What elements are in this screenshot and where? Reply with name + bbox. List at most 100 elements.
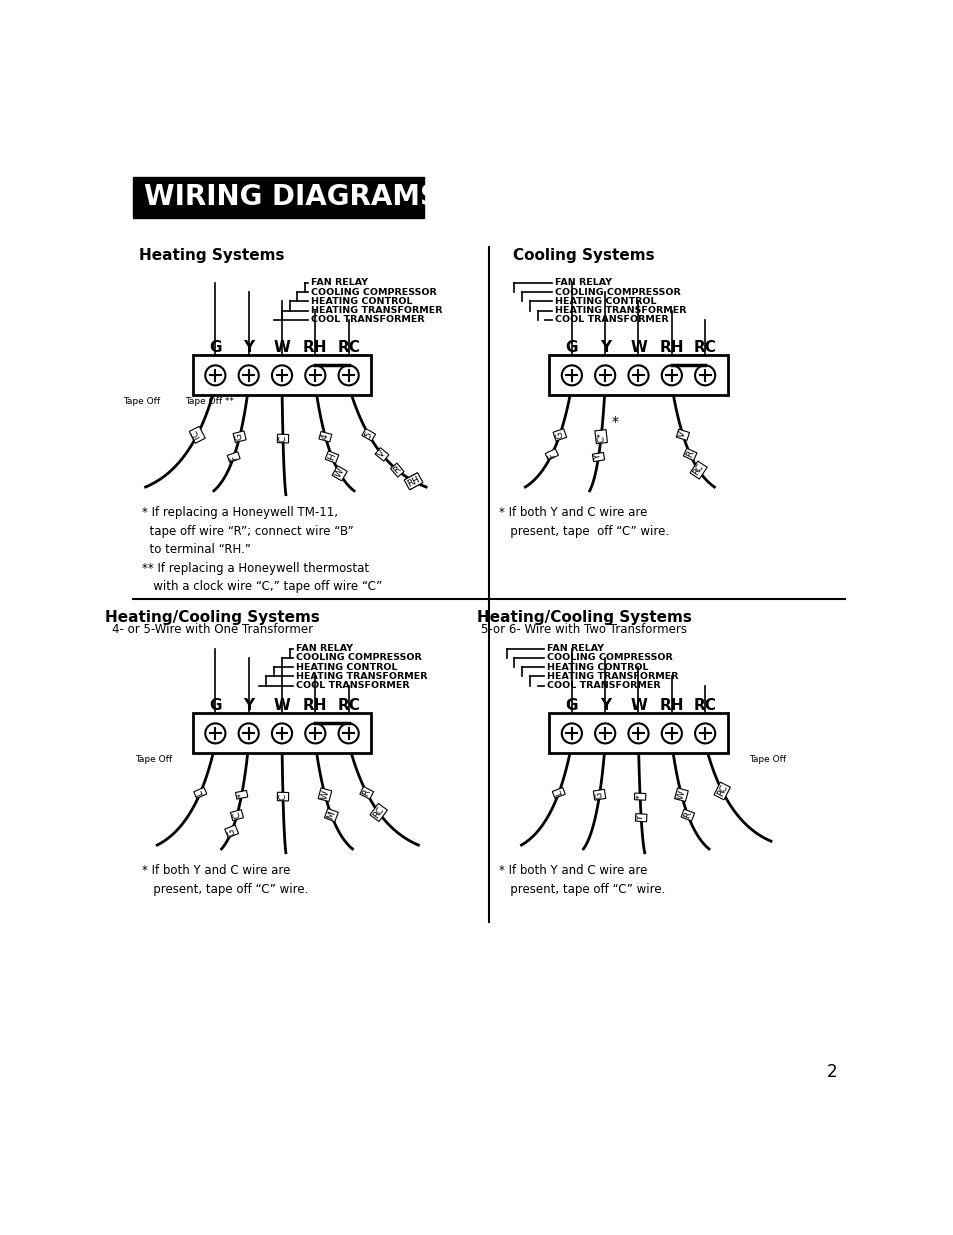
Text: G: G	[209, 698, 221, 713]
Text: HEATING CONTROL: HEATING CONTROL	[295, 663, 397, 672]
Circle shape	[338, 724, 358, 743]
Text: R: R	[684, 450, 695, 459]
Circle shape	[695, 724, 715, 743]
Text: COOLING COMPRESSOR: COOLING COMPRESSOR	[295, 653, 421, 662]
Text: COOL TRANSFORMER: COOL TRANSFORMER	[555, 315, 668, 325]
Text: FAN RELAY: FAN RELAY	[295, 645, 353, 653]
Bar	[549, 356, 727, 395]
Text: C: C	[278, 793, 287, 800]
Text: RH: RH	[659, 698, 683, 713]
Bar	[193, 356, 371, 395]
Text: Heating Systems: Heating Systems	[139, 248, 285, 263]
Text: R: R	[361, 788, 372, 798]
Circle shape	[272, 724, 292, 743]
Circle shape	[695, 366, 715, 385]
Text: COOL TRANSFORMER: COOL TRANSFORMER	[311, 315, 425, 325]
Text: HEATING TRANSFORMER: HEATING TRANSFORMER	[295, 672, 427, 680]
Text: W: W	[274, 340, 290, 356]
Text: R: R	[392, 464, 402, 475]
Text: HEATING TRANSFORMER: HEATING TRANSFORMER	[555, 306, 685, 315]
Text: 4- or 5-Wire with One Transformer: 4- or 5-Wire with One Transformer	[112, 622, 313, 636]
Text: F: F	[229, 453, 238, 461]
Text: G: G	[226, 826, 237, 836]
Circle shape	[238, 366, 258, 385]
Circle shape	[595, 724, 615, 743]
Text: G: G	[554, 430, 564, 440]
Text: RH: RH	[303, 340, 327, 356]
Text: W: W	[629, 698, 646, 713]
Text: HEATING CONTROL: HEATING CONTROL	[311, 296, 413, 306]
Text: Y: Y	[599, 340, 610, 356]
Text: F: F	[546, 450, 557, 458]
Text: Tape Off **: Tape Off **	[185, 396, 234, 406]
Text: RC: RC	[406, 474, 420, 488]
Text: RC: RC	[371, 805, 385, 820]
Text: 2: 2	[826, 1063, 837, 1081]
Circle shape	[205, 724, 225, 743]
Text: RC: RC	[693, 340, 716, 356]
Text: L: L	[195, 789, 205, 797]
Text: R: R	[681, 810, 693, 820]
Text: * If both Y and C wire are
   present, tape off “C” wire.: * If both Y and C wire are present, tape…	[498, 864, 664, 895]
Text: RH: RH	[303, 698, 327, 713]
Text: Y: Y	[636, 815, 645, 820]
Text: G: G	[209, 340, 221, 356]
Circle shape	[305, 724, 325, 743]
Circle shape	[628, 366, 648, 385]
Text: Heating/Cooling Systems: Heating/Cooling Systems	[476, 610, 691, 625]
Text: HEATING CONTROL: HEATING CONTROL	[546, 663, 648, 672]
Text: W: W	[629, 340, 646, 356]
Text: Tape Off: Tape Off	[123, 396, 160, 406]
Text: Y: Y	[243, 340, 253, 356]
Text: COOL TRANSFORMER: COOL TRANSFORMER	[295, 682, 409, 690]
Text: G: G	[565, 340, 578, 356]
Text: Cooling Systems: Cooling Systems	[513, 248, 655, 263]
Circle shape	[661, 366, 681, 385]
Text: W: W	[319, 789, 330, 800]
Bar	[193, 714, 371, 753]
Text: C: C	[278, 435, 287, 442]
Text: * If both Y and C wire are
   present, tape  off “C” wire.: * If both Y and C wire are present, tape…	[498, 506, 668, 537]
Text: TC: TC	[191, 427, 204, 442]
Text: RC: RC	[715, 783, 728, 798]
Text: FAN RELAY: FAN RELAY	[546, 645, 603, 653]
Text: Y: Y	[243, 698, 253, 713]
Text: RC: RC	[691, 463, 705, 478]
Text: * If replacing a Honeywell TM-11,
  tape off wire “R”; connect wire “B”
  to ter: * If replacing a Honeywell TM-11, tape o…	[142, 506, 382, 593]
Text: COOLING COMPRESSOR: COOLING COMPRESSOR	[555, 288, 679, 296]
Text: W: W	[274, 698, 290, 713]
Bar	[133, 178, 423, 217]
Text: Tape Off: Tape Off	[134, 755, 172, 764]
Text: Y: Y	[599, 698, 610, 713]
Circle shape	[595, 366, 615, 385]
Text: RC: RC	[693, 698, 716, 713]
Text: Tape Off: Tape Off	[748, 755, 785, 764]
Text: COOLING COMPRESSOR: COOLING COMPRESSOR	[311, 288, 436, 296]
Text: M: M	[325, 810, 336, 820]
Circle shape	[561, 724, 581, 743]
Text: C*: C*	[596, 431, 605, 442]
Text: *: *	[635, 794, 644, 799]
Text: V: V	[376, 450, 387, 459]
Text: V: V	[677, 431, 687, 440]
Circle shape	[661, 724, 681, 743]
Text: C: C	[232, 811, 242, 819]
Text: FAN RELAY: FAN RELAY	[555, 278, 611, 288]
Text: FAN RELAY: FAN RELAY	[311, 278, 368, 288]
Text: RH: RH	[659, 340, 683, 356]
Circle shape	[628, 724, 648, 743]
Text: Heating/Cooling Systems: Heating/Cooling Systems	[105, 610, 319, 625]
Text: RC: RC	[336, 698, 359, 713]
Text: 4: 4	[320, 432, 330, 441]
Circle shape	[238, 724, 258, 743]
Text: *: *	[236, 792, 246, 798]
Text: L: L	[553, 789, 563, 797]
Text: W: W	[334, 467, 345, 479]
Circle shape	[205, 366, 225, 385]
Circle shape	[561, 366, 581, 385]
Text: HEATING TRANSFORMER: HEATING TRANSFORMER	[311, 306, 442, 315]
Text: *: *	[611, 415, 618, 429]
Text: * If both Y and C wire are
   present, tape off “C” wire.: * If both Y and C wire are present, tape…	[142, 864, 309, 895]
Text: HEATING CONTROL: HEATING CONTROL	[555, 296, 656, 306]
Text: HEATING TRANSFORMER: HEATING TRANSFORMER	[546, 672, 678, 680]
